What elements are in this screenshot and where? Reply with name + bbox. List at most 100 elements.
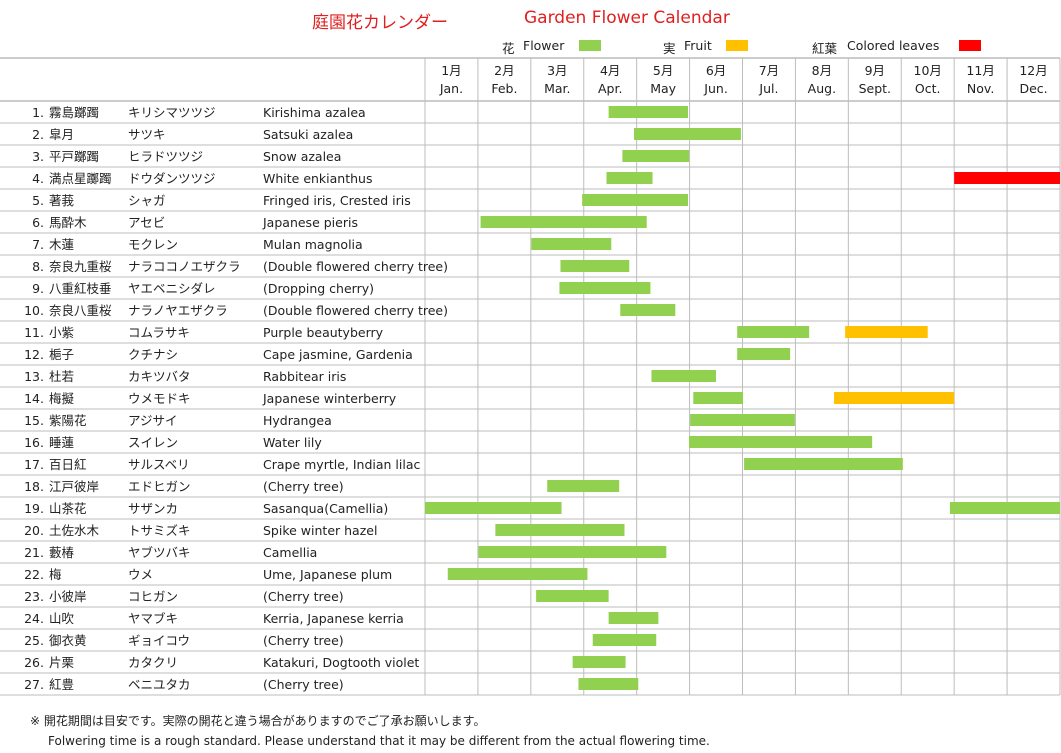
bar-flower bbox=[622, 150, 690, 162]
row-name-kanji: 土佐水木 bbox=[49, 523, 100, 538]
bar-flower bbox=[689, 436, 873, 448]
row-name-kanji: 睡蓮 bbox=[49, 435, 75, 450]
row-name-english: Japanese pieris bbox=[262, 215, 358, 230]
month-label-en: Jun. bbox=[703, 81, 728, 96]
row-name-english: (Cherry tree) bbox=[263, 589, 344, 604]
row-name-kana: シャガ bbox=[128, 193, 166, 208]
bar-flower bbox=[620, 304, 676, 316]
row-name-kanji: 小紫 bbox=[49, 325, 74, 340]
month-label-en: Oct. bbox=[915, 81, 941, 96]
row-name-kanji: 梅擬 bbox=[49, 391, 75, 406]
bar-flower bbox=[606, 172, 653, 184]
row-number: 11. bbox=[24, 325, 44, 340]
row-name-english: Water lily bbox=[263, 435, 322, 450]
row-name-kana: サツキ bbox=[128, 127, 166, 142]
bar-flower bbox=[572, 656, 626, 668]
bar-flower bbox=[690, 414, 795, 426]
row-number: 17. bbox=[24, 457, 44, 472]
row-name-kana: サルスベリ bbox=[128, 457, 190, 472]
row-number: 13. bbox=[24, 369, 44, 384]
bar-flower bbox=[547, 480, 620, 492]
row-name-english: (Cherry tree) bbox=[263, 677, 344, 692]
row-name-kana: アセビ bbox=[128, 215, 165, 230]
row-number: 5. bbox=[32, 193, 44, 208]
bar-flower bbox=[737, 326, 810, 338]
row-name-english: White enkianthus bbox=[263, 171, 373, 186]
month-label-jp: 10月 bbox=[914, 63, 942, 78]
bar-flower bbox=[560, 260, 630, 272]
row-number: 8. bbox=[32, 259, 44, 274]
row-name-kana: キリシマツツジ bbox=[128, 105, 216, 120]
month-label-jp: 2月 bbox=[494, 63, 514, 78]
row-name-kana: ナラココノエザクラ bbox=[128, 259, 241, 274]
row-name-english: Rabbitear iris bbox=[263, 369, 346, 384]
row-name-kanji: 八重紅枝垂 bbox=[49, 281, 112, 296]
row-name-kanji: 梔子 bbox=[49, 347, 74, 362]
month-label-en: Mar. bbox=[544, 81, 570, 96]
row-name-english: (Dropping cherry) bbox=[263, 281, 374, 296]
row-name-english: Japanese winterberry bbox=[262, 391, 397, 406]
row-name-kana: クチナシ bbox=[128, 347, 178, 362]
row-number: 7. bbox=[32, 237, 44, 252]
bar-flower bbox=[949, 502, 1060, 514]
bar-fruit bbox=[834, 392, 955, 404]
bar-flower bbox=[608, 106, 688, 118]
row-name-kanji: 紫陽花 bbox=[49, 413, 87, 428]
bar-flower bbox=[447, 568, 588, 580]
row-name-kana: ヤエベニシダレ bbox=[128, 281, 216, 296]
month-label-jp: 8月 bbox=[812, 63, 832, 78]
bar-leaves bbox=[954, 172, 1060, 184]
row-name-kanji: 紅豊 bbox=[49, 677, 74, 692]
legend-flower-jp: 花 bbox=[502, 41, 515, 56]
row-number: 9. bbox=[32, 281, 44, 296]
row-name-kana: ヤブツバキ bbox=[128, 545, 191, 560]
row-number: 21. bbox=[24, 545, 44, 560]
month-label-en: Nov. bbox=[967, 81, 994, 96]
row-number: 6. bbox=[32, 215, 44, 230]
bar-flower bbox=[634, 128, 741, 140]
title-japanese: 庭園花カレンダー bbox=[312, 13, 448, 33]
month-label-jp: 7月 bbox=[759, 63, 779, 78]
month-label-jp: 4月 bbox=[600, 63, 620, 78]
row-name-kana: ヒラドツツジ bbox=[128, 149, 203, 164]
row-name-english: (Double flowered cherry tree) bbox=[263, 303, 448, 318]
legend-flower-en: Flower bbox=[523, 38, 565, 53]
row-number: 2. bbox=[32, 127, 44, 142]
row-name-kanji: 山茶花 bbox=[49, 501, 87, 516]
row-name-english: (Double flowered cherry tree) bbox=[263, 259, 448, 274]
month-label-en: Sept. bbox=[859, 81, 891, 96]
bar-fruit bbox=[845, 326, 928, 338]
row-number: 1. bbox=[32, 105, 44, 120]
row-name-kana: サザンカ bbox=[128, 501, 178, 516]
row-name-english: Spike winter hazel bbox=[263, 523, 377, 538]
row-number: 20. bbox=[24, 523, 44, 538]
row-name-kana: ウメ bbox=[128, 567, 153, 582]
row-number: 24. bbox=[24, 611, 44, 626]
row-name-kanji: 満点星躑躅 bbox=[49, 171, 112, 186]
bar-flower bbox=[651, 370, 717, 382]
row-number: 19. bbox=[24, 501, 44, 516]
bar-flower bbox=[480, 216, 647, 228]
month-label-jp: 11月 bbox=[966, 63, 994, 78]
bar-flower bbox=[737, 348, 791, 360]
row-name-kana: ドウダンツツジ bbox=[128, 171, 216, 186]
row-name-kanji: 江戸彼岸 bbox=[49, 479, 99, 494]
row-number: 23. bbox=[24, 589, 44, 604]
row-number: 16. bbox=[24, 435, 44, 450]
row-name-kanji: 木蓮 bbox=[49, 237, 75, 252]
legend-fruit-swatch bbox=[726, 40, 748, 51]
row-name-kana: ギョイコウ bbox=[128, 633, 190, 648]
row-name-english: Ume, Japanese plum bbox=[263, 567, 392, 582]
row-name-kanji: 著莪 bbox=[49, 193, 75, 208]
row-name-kanji: 奈良九重桜 bbox=[49, 259, 112, 274]
note-japanese: ※ 開花期間は目安です。実際の開花と違う場合がありますのでご了承お願いします。 bbox=[30, 714, 486, 728]
month-label-jp: 12月 bbox=[1019, 63, 1047, 78]
row-name-english: Mulan magnolia bbox=[263, 237, 363, 252]
row-name-kanji: 杜若 bbox=[49, 369, 74, 384]
row-number: 3. bbox=[32, 149, 44, 164]
month-label-jp: 3月 bbox=[547, 63, 567, 78]
legend-leaves-en: Colored leaves bbox=[847, 38, 940, 53]
row-name-kana: ヤマブキ bbox=[128, 611, 178, 626]
row-name-kanji: 片栗 bbox=[49, 655, 74, 670]
